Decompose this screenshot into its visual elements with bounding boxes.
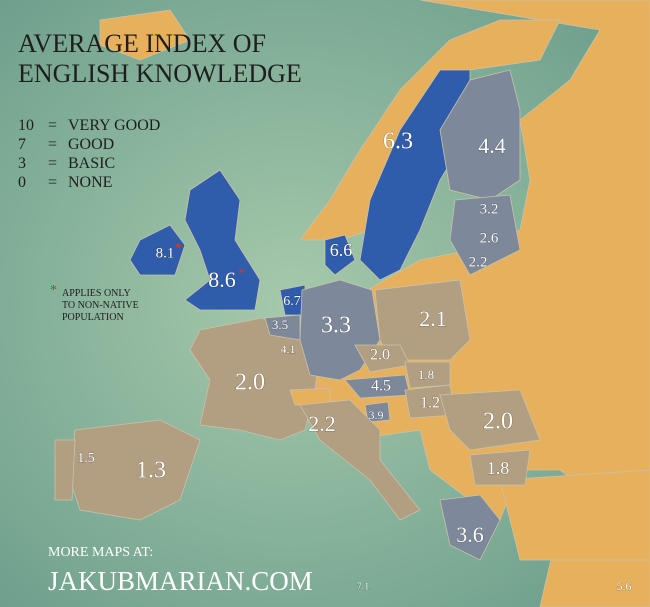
legend-sign: =	[48, 117, 57, 134]
country	[129, 224, 186, 276]
country	[449, 194, 521, 276]
note-mark: *	[50, 283, 57, 298]
region-label: 1.5	[77, 451, 95, 466]
note-text: TO NON-NATIVE	[62, 300, 139, 311]
region-label: 6.7	[283, 294, 301, 309]
region-label: 8.1	[156, 245, 175, 261]
region-label: 7.1	[357, 581, 370, 592]
country	[54, 439, 76, 501]
footer-link[interactable]: JAKUBMARIAN.COM	[48, 566, 313, 596]
land	[54, 0, 650, 607]
region-label: 2.2	[469, 254, 488, 270]
region-label: 4.4	[478, 133, 506, 158]
country	[69, 419, 201, 521]
legend-meaning: NONE	[68, 174, 112, 191]
country	[184, 169, 261, 311]
region-label: 5.6	[617, 579, 632, 593]
region-label: 4.5	[371, 378, 391, 395]
region-label: 2.0	[483, 409, 513, 435]
region-label: 6.3	[383, 129, 413, 155]
region-label: 3.2	[480, 201, 499, 217]
legend: 10 = VERY GOOD 7 = GOOD 3 = BASIC 0 = NONE	[18, 117, 160, 191]
region-label: 3.9	[369, 408, 384, 422]
region-labels: 6.3 4.43.22.62.26.68.1 *8.6 *6.73.54.13.3 2.…	[77, 128, 632, 593]
region-label: 2.0	[370, 347, 390, 364]
region-label: 8.6	[208, 267, 236, 292]
legend-sign: =	[48, 155, 57, 172]
legend-meaning: VERY GOOD	[68, 117, 160, 134]
region-label: 2.1	[419, 306, 447, 331]
footer-text: MORE MAPS AT:	[48, 545, 153, 560]
legend-sign: =	[48, 136, 57, 153]
country	[469, 449, 531, 486]
title: ENGLISH KNOWLEDGE	[18, 59, 302, 88]
region-label: 3.3	[321, 313, 351, 339]
region-label: 3.5	[272, 317, 288, 332]
legend-score: 0	[18, 174, 26, 191]
land-no-data	[499, 469, 650, 561]
region-label: 2.0	[235, 370, 265, 396]
country	[439, 494, 501, 561]
legend-score: 3	[18, 155, 26, 172]
country	[299, 279, 381, 381]
country	[299, 399, 421, 521]
region-mark: *	[238, 267, 245, 282]
legend-meaning: BASIC	[68, 155, 115, 172]
country	[324, 234, 356, 276]
region-label: 1.2	[420, 395, 440, 412]
country	[374, 279, 471, 361]
legend-meaning: GOOD	[68, 136, 114, 153]
region-mark: *	[175, 241, 182, 256]
country	[364, 401, 391, 423]
note-text: APPLIES ONLY	[62, 288, 131, 299]
note-text: POPULATION	[62, 312, 124, 323]
land-no-data	[99, 9, 191, 61]
region-label: 2.2	[308, 411, 336, 436]
title: AVERAGE INDEX OF	[18, 29, 266, 58]
region-label: 2.6	[480, 230, 499, 246]
region-label: 1.3	[136, 458, 166, 484]
region-label: 3.6	[456, 522, 484, 547]
region-label: 4.1	[281, 342, 296, 356]
legend-score: 7	[18, 136, 26, 153]
region-label: 1.8	[418, 367, 434, 382]
region-label: 1.8	[487, 458, 510, 478]
legend-score: 10	[18, 117, 34, 134]
legend-sign: =	[48, 174, 57, 191]
country	[439, 389, 541, 451]
region-label: 6.6	[330, 240, 353, 260]
